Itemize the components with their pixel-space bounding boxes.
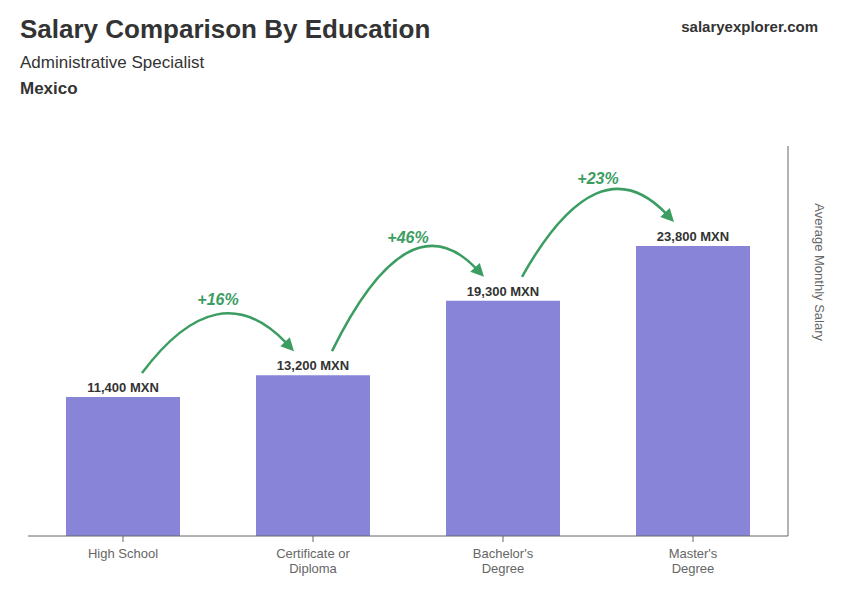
svg-text:+23%: +23% [577,170,618,187]
svg-text:11,400 MXN: 11,400 MXN [87,380,159,395]
svg-text:Certificate orDiploma: Certificate orDiploma [276,546,350,576]
html-text:Mexico: Mexico [20,79,78,98]
svg-text:High School: High School [88,546,158,561]
svg-text:23,800 MXN: 23,800 MXN [657,229,729,244]
svg-text:+46%: +46% [387,229,428,246]
html-text:Salary Comparison By Education: Salary Comparison By Education [20,14,431,44]
svg-text:Bachelor'sDegree: Bachelor'sDegree [473,546,534,576]
svg-text:19,300 MXN: 19,300 MXN [467,284,539,299]
html-text:Administrative Specialist: Administrative Specialist [20,53,205,72]
svg-text:Master'sDegree: Master'sDegree [669,546,718,576]
svg-text:13,200 MXN: 13,200 MXN [277,358,349,373]
svg-text:Average Monthly Salary: Average Monthly Salary [812,203,827,341]
svg-text:+16%: +16% [197,291,238,308]
html-text:salaryexplorer.com: salaryexplorer.com [681,18,818,35]
